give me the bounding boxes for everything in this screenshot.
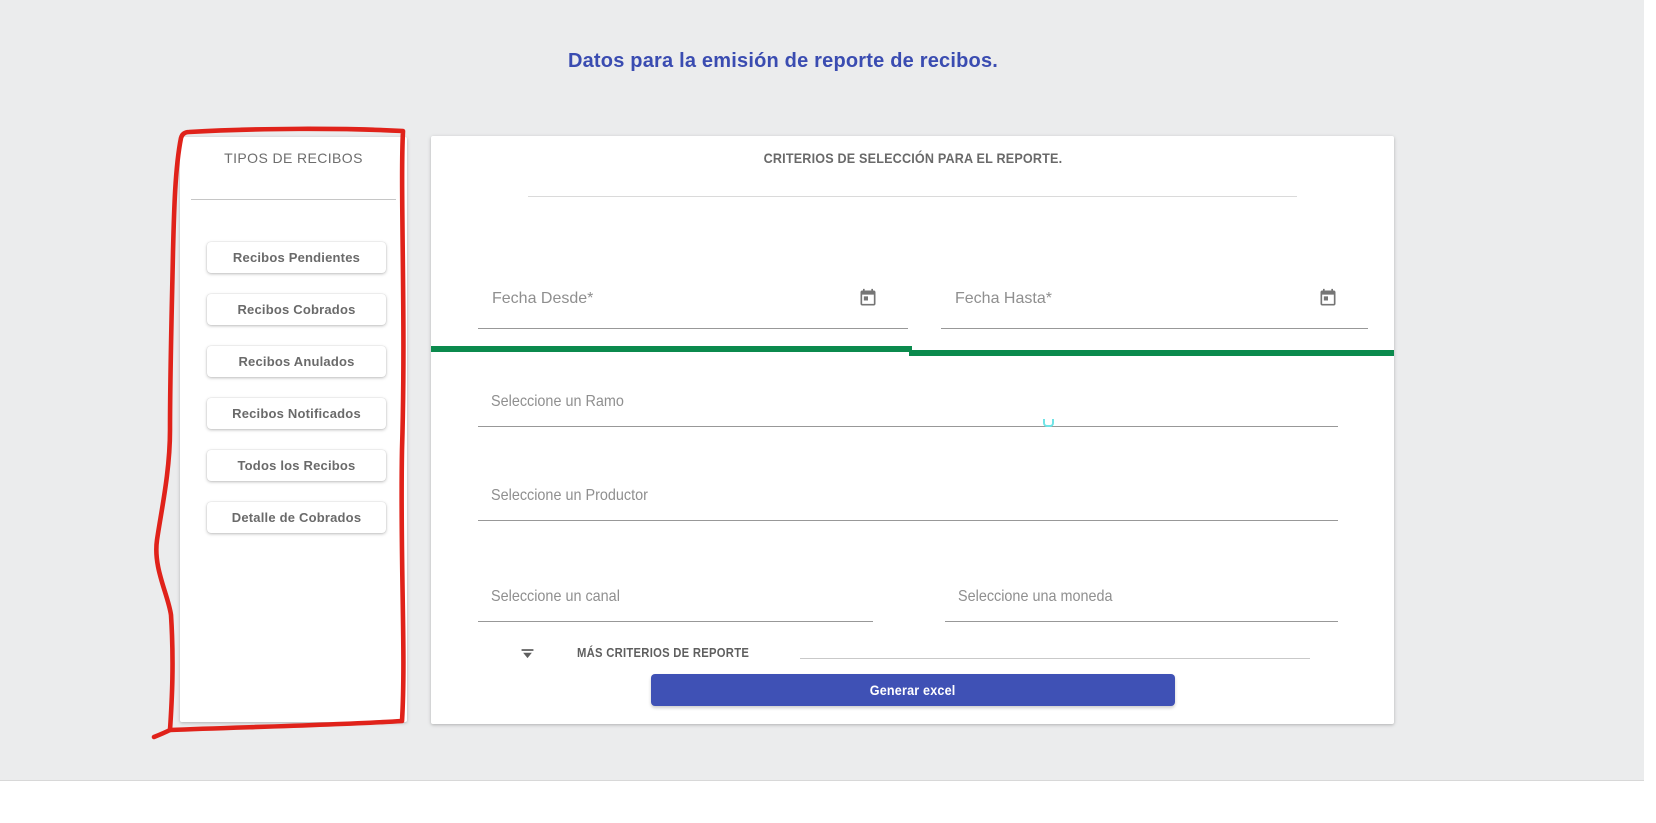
- canal-select[interactable]: Seleccione un canal: [478, 588, 873, 622]
- moneda-underline: [945, 621, 1338, 622]
- sidebar-divider: [191, 199, 396, 200]
- progress-bar-right: [909, 350, 1394, 356]
- sidebar-item-recibos-anulados[interactable]: Recibos Anulados: [207, 346, 386, 377]
- canal-placeholder: Seleccione un canal: [491, 588, 620, 605]
- canal-underline: [478, 621, 873, 622]
- productor-placeholder: Seleccione un Productor: [491, 487, 648, 504]
- sidebar-item-recibos-cobrados[interactable]: Recibos Cobrados: [207, 294, 386, 325]
- ramo-underline: [478, 426, 1338, 427]
- filter-expand-icon[interactable]: [518, 644, 537, 663]
- generate-excel-label: Generar excel: [870, 682, 956, 698]
- more-criteria-line: [800, 658, 1310, 659]
- text-cursor-artifact: [1043, 419, 1054, 427]
- productor-underline: [478, 520, 1338, 521]
- more-criteria-label: MÁS CRITERIOS DE REPORTE: [577, 646, 750, 660]
- moneda-select[interactable]: Seleccione una moneda: [945, 588, 1338, 622]
- productor-select[interactable]: Seleccione un Productor: [478, 487, 1338, 521]
- sidebar-item-recibos-notificados[interactable]: Recibos Notificados: [207, 398, 386, 429]
- fecha-desde-label: Fecha Desde*: [492, 290, 594, 307]
- calendar-icon[interactable]: [858, 288, 878, 308]
- receipt-types-panel: TIPOS DE RECIBOS Recibos Pendientes Reci…: [180, 137, 407, 722]
- fecha-hasta-field[interactable]: Fecha Hasta*: [941, 288, 1368, 329]
- fecha-hasta-label: Fecha Hasta*: [955, 290, 1052, 307]
- ramo-select[interactable]: Seleccione un Ramo: [478, 393, 1338, 427]
- criteria-divider: [528, 196, 1297, 197]
- calendar-icon[interactable]: [1318, 288, 1338, 308]
- fecha-desde-field[interactable]: Fecha Desde*: [478, 288, 908, 329]
- fecha-hasta-underline: [941, 328, 1368, 329]
- moneda-placeholder: Seleccione una moneda: [958, 588, 1113, 605]
- progress-bar-left: [431, 346, 912, 352]
- receipt-types-heading: TIPOS DE RECIBOS: [224, 150, 363, 166]
- criteria-heading: CRITERIOS DE SELECCIÓN PARA EL REPORTE.: [431, 150, 1394, 166]
- more-criteria-row: MÁS CRITERIOS DE REPORTE: [431, 640, 1394, 668]
- sidebar-item-recibos-pendientes[interactable]: Recibos Pendientes: [207, 242, 386, 273]
- page-title: Datos para la emisión de reporte de reci…: [567, 50, 999, 72]
- ramo-placeholder: Seleccione un Ramo: [491, 393, 624, 410]
- generate-excel-button[interactable]: Generar excel: [651, 674, 1175, 706]
- criteria-heading-text: CRITERIOS DE SELECCIÓN PARA EL REPORTE.: [763, 150, 1062, 166]
- fecha-desde-underline: [478, 328, 908, 329]
- sidebar-item-detalle-de-cobrados[interactable]: Detalle de Cobrados: [207, 502, 386, 533]
- sidebar-item-todos-los-recibos[interactable]: Todos los Recibos: [207, 450, 386, 481]
- report-criteria-panel: CRITERIOS DE SELECCIÓN PARA EL REPORTE. …: [431, 136, 1394, 724]
